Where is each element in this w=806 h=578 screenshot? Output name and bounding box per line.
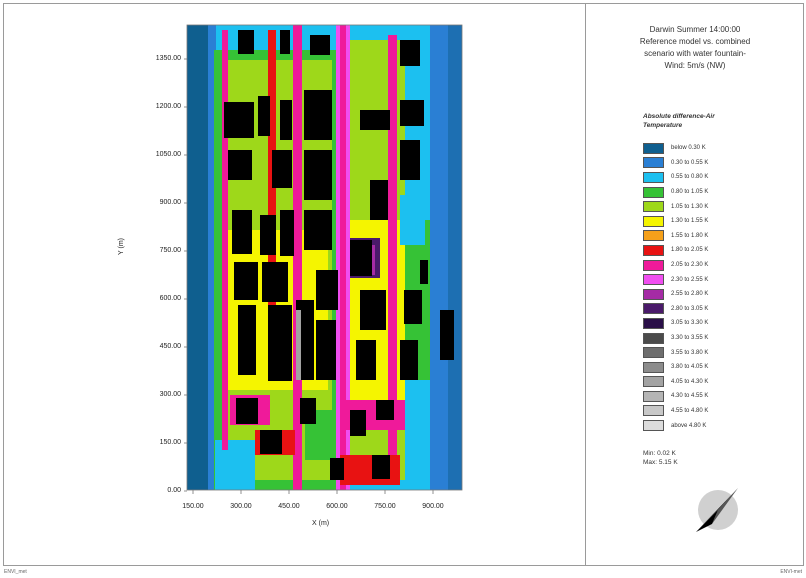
min-max-values: Min: 0.02 K Max: 5.15 K [643,449,678,467]
legend-label: 4.30 to 4.55 K [671,393,709,400]
legend-label: 3.30 to 3.55 K [671,335,709,342]
legend-item: 1.30 to 1.55 K [643,214,708,229]
y-tick-label: 1050.00 [155,151,181,158]
legend-item: 4.55 to 4.80 K [643,404,708,419]
legend-label: below 0.30 K [671,145,706,152]
legend-label: 3.55 to 3.80 K [671,349,709,356]
y-tick-label: 1350.00 [155,55,181,62]
footer-right: ENVI-met [780,569,802,575]
legend-swatch [643,420,664,432]
legend-item: 2.05 to 2.30 K [643,258,708,273]
footer-left: ENVI_met [4,569,27,575]
legend-label: 0.55 to 0.80 K [671,174,709,181]
legend-label: 2.80 to 3.05 K [671,305,709,312]
x-tick-label: 300.00 [230,503,252,510]
legend-item: 4.05 to 4.30 K [643,375,708,390]
legend-label: 2.30 to 2.55 K [671,276,709,283]
legend-item: 2.55 to 2.80 K [643,287,708,302]
x-axis-label: X (m) [312,520,330,527]
legend-label: 1.80 to 2.05 K [671,247,709,254]
legend-swatch [643,230,664,242]
legend-item: below 0.30 K [643,141,708,156]
legend-swatch [643,157,664,169]
map-title: Darwin Summer 14:00:00 Reference model v… [610,24,780,72]
title-line: Wind: 5m/s (NW) [664,61,726,70]
x-tick-label: 750.00 [374,503,396,510]
legend-item: 0.80 to 1.05 K [643,185,708,200]
legend-label: 1.55 to 1.80 K [671,232,709,239]
legend-swatch [643,332,664,344]
y-tick-label: 900.00 [159,199,181,206]
temperature-map [184,24,463,494]
legend-swatch [643,274,664,286]
y-tick-label: 600.00 [159,295,181,302]
legend-item: 3.05 to 3.30 K [643,316,708,331]
legend-label: 2.05 to 2.30 K [671,262,709,269]
y-tick-label: 750.00 [159,247,181,254]
legend-item: 3.80 to 4.05 K [643,360,708,375]
y-tick-label: 450.00 [159,343,181,350]
legend-label: above 4.80 K [671,422,707,429]
legend-item: 1.05 to 1.30 K [643,199,708,214]
y-tick-label: 1200.00 [155,103,181,110]
min-value: Min: 0.02 K [643,450,676,457]
legend-item: 2.30 to 2.55 K [643,272,708,287]
legend-item: 1.55 to 1.80 K [643,229,708,244]
legend-item: 3.55 to 3.80 K [643,345,708,360]
legend-label: 0.30 to 0.55 K [671,159,709,166]
legend-item: 3.30 to 3.55 K [643,331,708,346]
legend-title-line: Absolute difference-Air [643,113,715,120]
max-value: Max: 5.15 K [643,459,678,466]
legend-title-line: Temperature [643,122,683,129]
legend-swatch [643,142,664,154]
legend-swatch [643,171,664,183]
legend-swatch [643,376,664,388]
legend-label: 2.55 to 2.80 K [671,291,709,298]
x-tick-label: 150.00 [182,503,204,510]
legend-item: 0.30 to 0.55 K [643,156,708,171]
legend-swatch [643,317,664,329]
title-line: Reference model vs. combined [639,37,751,46]
title-line: Darwin Summer 14:00:00 [649,25,741,34]
legend-swatch [643,303,664,315]
legend-label: 1.30 to 1.55 K [671,218,709,225]
map-panel: Y (m) 1350.00 1200.00 1050.00 900.00 750.00 6… [118,24,463,527]
legend-swatch [643,405,664,417]
legend: below 0.30 K 0.30 to 0.55 K 0.55 to 0.80 K… [643,141,708,433]
legend-item: 4.30 to 4.55 K [643,389,708,404]
legend-swatch [643,215,664,227]
legend-swatch [643,361,664,373]
legend-swatch [643,244,664,256]
title-line: scenario with water fountain- [644,49,746,58]
legend-item: 0.55 to 0.80 K [643,170,708,185]
legend-label: 3.80 to 4.05 K [671,364,709,371]
legend-label: 3.05 to 3.30 K [671,320,709,327]
legend-item: 1.80 to 2.05 K [643,243,708,258]
legend-item: above 4.80 K [643,418,708,433]
y-tick-label: 0.00 [167,487,181,494]
legend-swatch [643,288,664,300]
legend-title: Absolute difference-Air Temperature [643,112,753,130]
panel-divider [585,3,586,566]
legend-label: 4.05 to 4.30 K [671,378,709,385]
x-tick-label: 900.00 [422,503,444,510]
legend-label: 0.80 to 1.05 K [671,189,709,196]
legend-item: 2.80 to 3.05 K [643,302,708,317]
north-arrow-icon [696,488,738,532]
legend-swatch [643,347,664,359]
y-tick-label: 150.00 [159,439,181,446]
x-tick-label: 600.00 [326,503,348,510]
legend-label: 4.55 to 4.80 K [671,407,709,414]
legend-swatch [643,390,664,402]
legend-swatch [643,259,664,271]
legend-swatch [643,201,664,213]
legend-label: 1.05 to 1.30 K [671,203,709,210]
y-tick-label: 300.00 [159,391,181,398]
x-tick-label: 450.00 [278,503,300,510]
page-frame [3,3,804,566]
legend-swatch [643,186,664,198]
